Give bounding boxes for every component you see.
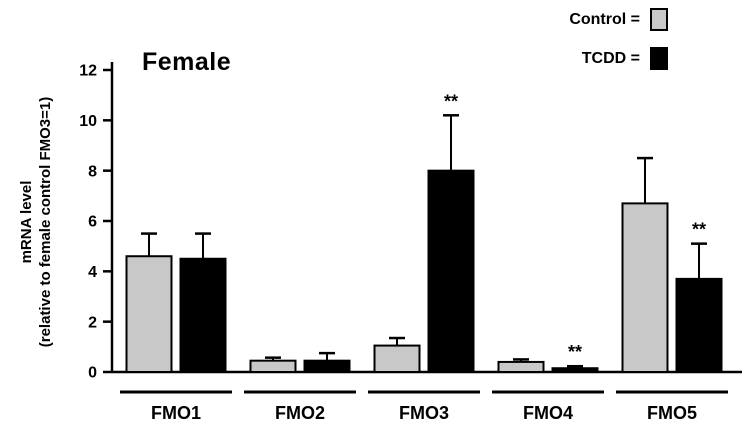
y-tick-label: 10: [79, 113, 97, 130]
y-tick-label: 0: [88, 365, 97, 382]
bar-tcdd-fmo5: [675, 277, 723, 373]
category-label: FMO1: [151, 403, 201, 423]
y-tick-label: 6: [88, 214, 97, 231]
bar-control-fmo5: [621, 202, 669, 373]
legend-item-tcdd: TCDD =: [569, 47, 668, 70]
y-tick-label: 12: [79, 63, 97, 80]
category-label: FMO4: [523, 403, 573, 423]
bar-tcdd-fmo1: [179, 257, 227, 373]
bar-control-fmo2: [249, 359, 297, 373]
significance-marker: **: [692, 220, 706, 240]
legend-label-control: Control =: [569, 10, 640, 28]
tcdd-swatch-icon: [650, 47, 668, 70]
control-swatch-icon: [650, 8, 668, 31]
bar-control-fmo4: [497, 360, 545, 373]
significance-marker: **: [568, 342, 582, 362]
y-tick-label: 4: [88, 264, 97, 281]
bar-tcdd-fmo3: [427, 169, 475, 373]
bar-control-fmo1: [125, 255, 173, 374]
y-tick-label: 8: [88, 163, 97, 180]
legend-item-control: Control =: [569, 8, 668, 31]
bar-tcdd-fmo4: [551, 367, 599, 374]
category-label: FMO5: [647, 403, 697, 423]
chart-title: Female: [142, 48, 232, 76]
legend: Control = TCDD =: [569, 8, 668, 70]
category-label: FMO3: [399, 403, 449, 423]
y-tick-label: 2: [88, 314, 97, 331]
bar-tcdd-fmo2: [303, 359, 351, 373]
legend-label-tcdd: TCDD =: [581, 49, 640, 67]
significance-marker: **: [444, 91, 458, 111]
category-label: FMO2: [275, 403, 325, 423]
bar-control-fmo3: [373, 344, 421, 374]
